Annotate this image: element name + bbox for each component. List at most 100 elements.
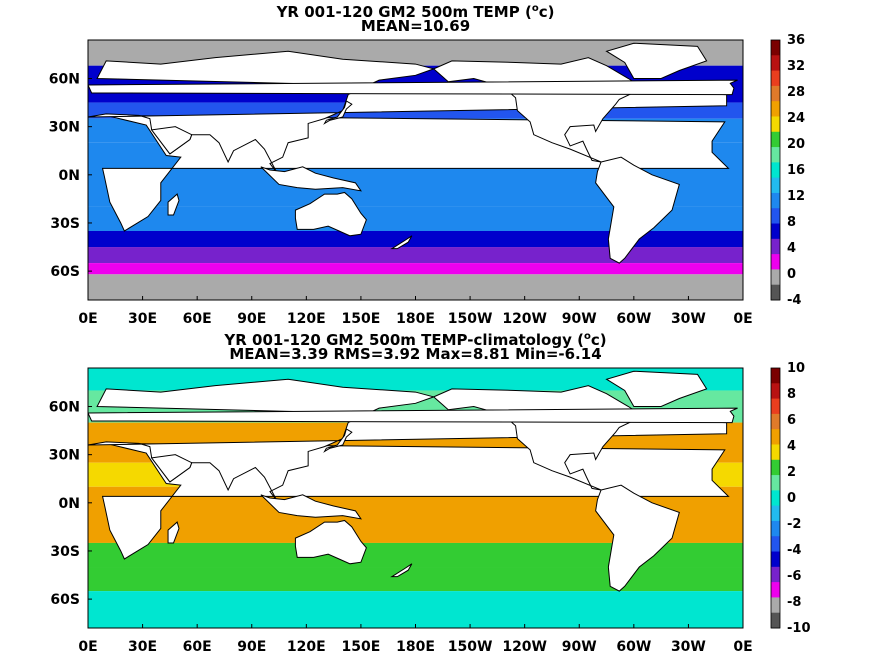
x-tick-label: 150W	[448, 639, 493, 655]
bottom-chart-title-degree: o	[583, 331, 591, 342]
colorbar-segment	[771, 192, 780, 209]
land-japan	[323, 428, 353, 453]
x-tick-label: 120W	[502, 311, 547, 327]
x-tick-label: 90E	[237, 311, 266, 327]
colorbar-segment	[771, 269, 780, 286]
bottom-chart-title-unit: c)	[590, 331, 607, 349]
colorbar-frame	[770, 39, 781, 301]
y-tick-label: 30S	[50, 216, 80, 232]
colorbar-segment	[771, 444, 780, 461]
colorbar-tick-label: 28	[787, 85, 805, 100]
colorbar-segment	[771, 368, 780, 384]
x-tick-label: 120E	[287, 639, 326, 655]
colorbar-segment	[771, 597, 780, 614]
colorbar-segment	[771, 147, 780, 163]
y-tick-label: 60S	[50, 592, 80, 608]
x-tick-label: 150E	[342, 311, 381, 327]
land-nz	[390, 235, 413, 250]
x-tick-label: 0E	[733, 311, 752, 327]
colorbar-tick-label: 6	[787, 413, 796, 428]
top-chart-stats: MEAN=10.69	[360, 17, 471, 35]
colorbar-segment	[771, 284, 780, 301]
colorbar-tick-label: 8	[787, 215, 796, 230]
colorbar-segment	[771, 101, 780, 117]
colorbar-segment	[771, 551, 780, 568]
x-tick-label: 30W	[671, 639, 706, 655]
land-arabia	[150, 454, 193, 483]
land-nz	[390, 563, 413, 578]
colorbar-segment	[771, 85, 780, 102]
colorbar-tick-label: 24	[787, 111, 805, 126]
colorbar-segment	[771, 223, 780, 240]
colorbar-segment	[771, 413, 780, 430]
colorbar-segment	[771, 612, 780, 629]
land-africa	[101, 114, 730, 232]
colorbar-segment	[771, 177, 780, 194]
heatmap-field	[88, 368, 743, 628]
colorbar-tick-label: -6	[787, 569, 801, 584]
land-madagascar	[167, 521, 180, 544]
x-tick-label: 180E	[396, 311, 435, 327]
x-tick-label: 120E	[287, 311, 326, 327]
colorbar-segment	[771, 459, 780, 476]
top-chart-title: YR 001-120 GM2 500m TEMP (oc)	[88, 0, 743, 21]
land-south_america	[595, 484, 680, 592]
heatmap-panel-2: 0E 30E 60E 90E 120E 150E 180E 150W 120W 90W 60W 30W…	[49, 361, 811, 655]
land-indonesia	[260, 166, 362, 192]
colorbar-tick-label: 4	[787, 439, 796, 454]
x-tick-label: 0E	[78, 311, 97, 327]
land-africa	[101, 442, 730, 560]
x-tick-label: 0E	[78, 639, 97, 655]
colorbar-tick-label: 0	[787, 491, 796, 506]
x-tick-label: 150W	[448, 311, 493, 327]
colorbar-segment	[771, 208, 780, 225]
colorbar-segment	[771, 520, 780, 537]
y-tick-label: 30N	[49, 120, 80, 136]
colorbar-tick-label: 20	[787, 137, 805, 152]
colorbar-tick-label: 2	[787, 465, 796, 480]
colorbar-segment	[771, 70, 780, 87]
colorbar-segment	[771, 162, 780, 179]
land-greenland	[605, 42, 708, 80]
land-indonesia	[260, 494, 362, 520]
colorbar-tick-label: 12	[787, 189, 805, 204]
x-tick-label: 60W	[616, 311, 651, 327]
colorbar-segment	[771, 55, 780, 72]
colorbar-tick-label: 32	[787, 59, 805, 74]
land-uk	[88, 407, 738, 424]
x-tick-label: 30E	[128, 639, 157, 655]
land-south_america	[595, 156, 680, 264]
land-madagascar	[167, 193, 180, 216]
colorbar-tick-label: -4	[787, 543, 801, 558]
y-tick-label: 30N	[49, 448, 80, 464]
colorbar-segment	[771, 505, 780, 522]
colorbar-segment	[771, 566, 780, 583]
colorbar-tick-label: -8	[787, 595, 801, 610]
y-tick-label: 0N	[59, 496, 80, 512]
colorbar-segment	[771, 116, 780, 133]
colorbar-segment	[771, 383, 780, 400]
heatmap-band	[88, 230, 743, 248]
y-tick-label: 60N	[49, 72, 80, 88]
colorbar-tick-label: 8	[787, 387, 796, 402]
x-tick-label: 90E	[237, 639, 266, 655]
y-tick-label: 60N	[49, 400, 80, 416]
heatmap-band	[88, 263, 743, 275]
x-tick-label: 60E	[183, 639, 212, 655]
x-tick-label: 60W	[616, 639, 651, 655]
x-tick-label: 0E	[733, 639, 752, 655]
bottom-chart-title: YR 001-120 GM2 500m TEMP-climatology (oc…	[88, 328, 743, 349]
heatmap-field	[88, 40, 743, 300]
land-uk	[88, 79, 738, 96]
top-chart-title-text: YR 001-120 GM2 500m TEMP (	[276, 3, 532, 21]
x-tick-label: 60E	[183, 311, 212, 327]
colorbar-segment	[771, 131, 780, 148]
land-australia	[294, 191, 367, 237]
x-tick-label: 30E	[128, 311, 157, 327]
colorbar-frame	[770, 367, 781, 629]
bottom-chart-title-text: YR 001-120 GM2 500m TEMP-climatology (	[224, 331, 584, 349]
land-japan	[323, 100, 353, 125]
x-tick-label: 150E	[342, 639, 381, 655]
bottom-chart-stats: MEAN=3.39 RMS=3.92 Max=8.81 Min=-6.14	[229, 345, 602, 363]
